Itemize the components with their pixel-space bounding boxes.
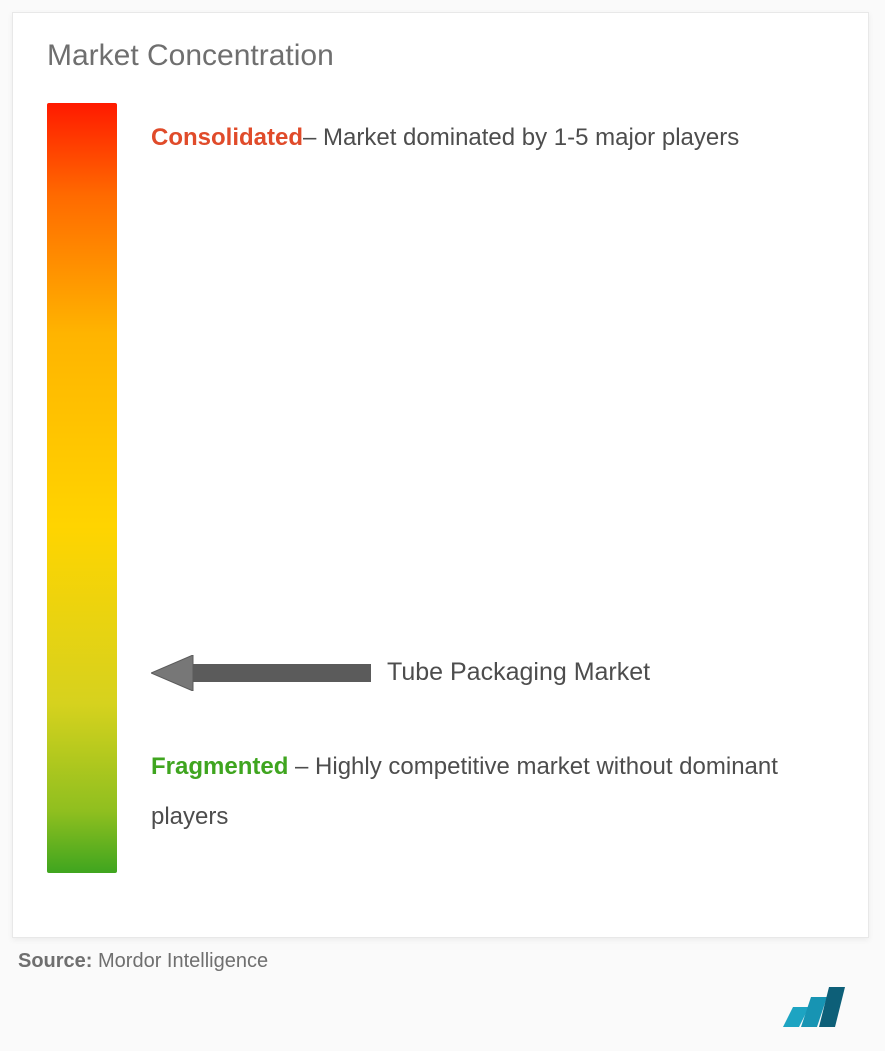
source-label: Source: [18, 950, 92, 972]
source-value: Mordor Intelligence [92, 950, 268, 972]
chart-title: Market Concentration [47, 39, 834, 73]
concentration-gradient-bar [47, 103, 117, 873]
consolidated-description: Consolidated– Market dominated by 1-5 ma… [151, 113, 824, 163]
arrow-left-icon [151, 655, 371, 691]
fragmented-description: Fragmented – Highly competitive market w… [151, 742, 824, 843]
consolidated-text: – Market dominated by 1-5 major players [303, 124, 739, 151]
infographic-card: Market Concentration Consolidated– Marke… [12, 12, 869, 938]
market-position-marker: Tube Packaging Market [151, 655, 824, 691]
chart-body: Consolidated– Market dominated by 1-5 ma… [47, 103, 834, 873]
gradient-bar-column [47, 103, 117, 873]
fragmented-label: Fragmented [151, 753, 288, 780]
consolidated-label: Consolidated [151, 124, 303, 151]
source-attribution: Source: Mordor Intelligence [18, 950, 885, 973]
mordor-logo-icon [769, 981, 855, 1027]
market-name-label: Tube Packaging Market [387, 658, 650, 687]
labels-column: Consolidated– Market dominated by 1-5 ma… [117, 103, 834, 873]
